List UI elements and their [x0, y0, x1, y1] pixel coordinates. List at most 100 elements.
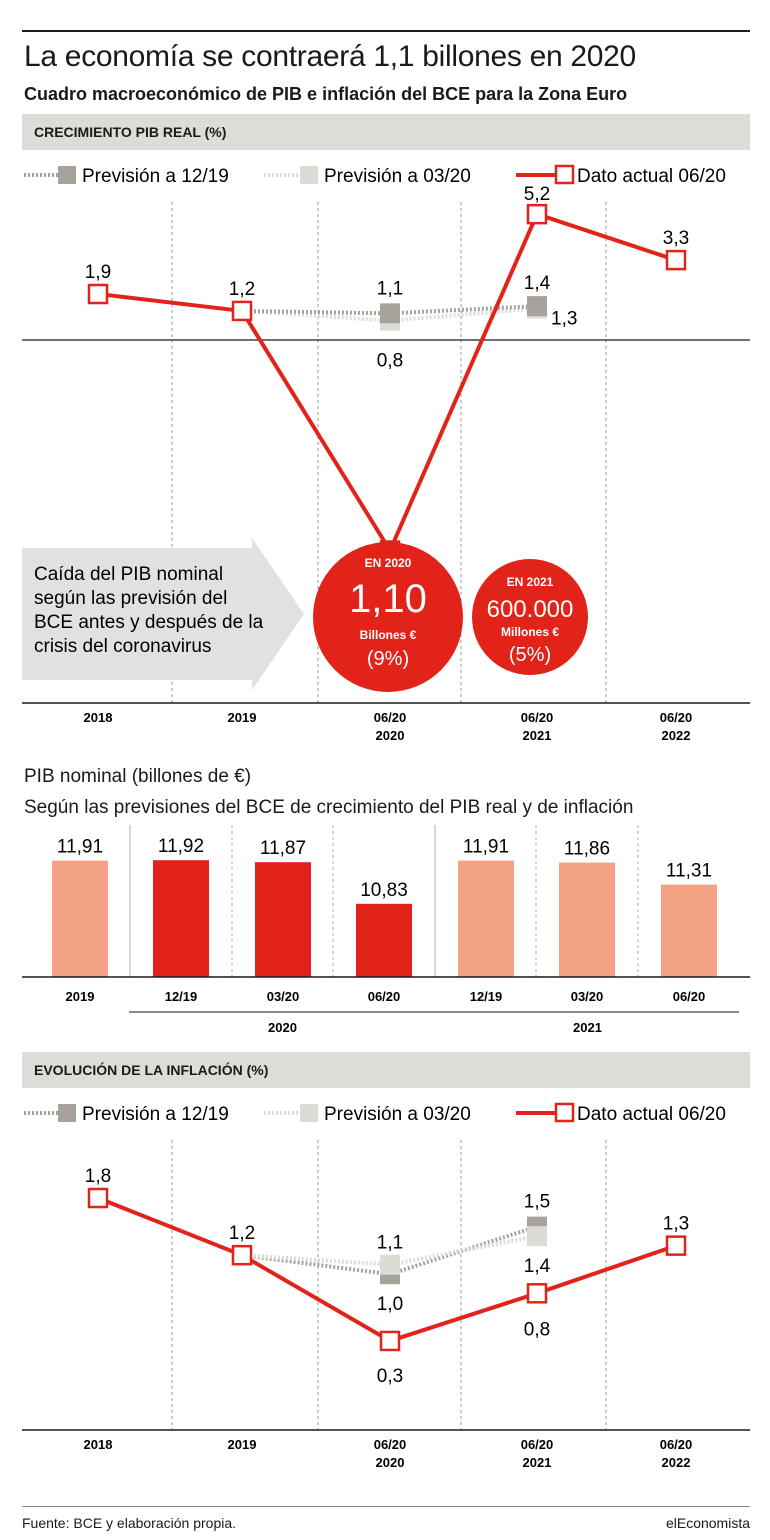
series-line-actual [97, 211, 677, 555]
data-label: 5,2 [524, 184, 550, 205]
x-tick-label-year: 2022 [662, 1455, 691, 1470]
series-marker-prev-12-19 [380, 303, 400, 324]
series-marker-actual [231, 1244, 253, 1266]
x-tick-label: 2018 [84, 1437, 113, 1452]
data-label: 1,4 [524, 1256, 551, 1277]
legend-label-prev-03-20: Previsión a 03/20 [324, 166, 471, 187]
bar-value-label: 11,87 [260, 838, 306, 859]
legend-marker-prev-03-20 [300, 1104, 318, 1122]
legend-marker-prev-03-20 [300, 166, 318, 184]
x-tick-label: 06/20 [660, 1437, 693, 1452]
gdp-section-title: CRECIMIENTO PIB REAL (%) [34, 124, 227, 140]
x-tick-label-year: 2022 [662, 728, 691, 743]
data-label: 1,9 [85, 262, 111, 283]
series-marker-actual [526, 203, 548, 225]
data-label: 1,0 [377, 1294, 403, 1315]
bar-category-label: 03/20 [571, 989, 604, 1004]
page-subtitle: Cuadro macroeconómico de PIB e inflación… [24, 84, 628, 104]
legend-marker-prev-12-19 [58, 166, 76, 184]
nominal-section-subtitle: Según las previsiones del BCE de crecimi… [24, 797, 634, 818]
x-tick-label: 06/20 [374, 710, 407, 725]
inflation-section-title: EVOLUCIÓN DE LA INFLACIÓN (%) [34, 1062, 269, 1078]
legend-label-prev-12-19: Previsión a 12/19 [82, 166, 229, 187]
circle-2020-unit: Billones € [360, 628, 417, 642]
x-tick-label-year: 2020 [376, 1455, 405, 1470]
series-marker-actual [379, 1330, 401, 1352]
callout-text-line: BCE antes y después de la [34, 612, 264, 633]
bar-category-label: 06/20 [673, 989, 706, 1004]
x-tick-label: 06/20 [374, 1437, 407, 1452]
legend-marker-actual [554, 164, 575, 185]
legend-label-prev-03-20: Previsión a 03/20 [324, 1104, 471, 1125]
data-label: 3,3 [663, 228, 689, 249]
callout-text-line: crisis del coronavirus [34, 636, 211, 657]
data-label: 1,1 [377, 1233, 403, 1254]
circle-2020-pct: (9%) [367, 648, 409, 670]
data-label: 0,3 [377, 1366, 403, 1387]
top-rule [22, 30, 750, 32]
inflation-chart: Previsión a 12/19 Previsión a 03/20 Dato a… [22, 1102, 750, 1470]
bar [153, 860, 209, 977]
bar [52, 860, 108, 977]
bar-value-label: 11,91 [57, 837, 103, 858]
callout-arrow [22, 538, 304, 690]
legend-label-actual: Dato actual 06/20 [577, 166, 726, 187]
x-tick-label: 06/20 [660, 710, 693, 725]
bar [255, 862, 311, 977]
legend-marker-prev-12-19 [58, 1104, 76, 1122]
bar-category-label: 12/19 [470, 989, 503, 1004]
bar [356, 903, 412, 977]
data-label: 1,5 [524, 1192, 550, 1213]
bar [559, 862, 615, 977]
data-label: 1,1 [377, 278, 403, 299]
bottom-rule [22, 1506, 750, 1507]
legend-label-prev-12-19: Previsión a 12/19 [82, 1104, 229, 1125]
data-label: 1,3 [663, 1214, 689, 1235]
group-label: 2020 [268, 1020, 297, 1035]
series-marker-actual [231, 300, 253, 322]
bar [458, 860, 514, 977]
x-tick-label: 2019 [228, 710, 257, 725]
series-marker-actual [665, 249, 687, 271]
inflation-section-band: EVOLUCIÓN DE LA INFLACIÓN (%) [22, 1052, 750, 1088]
bar-value-label: 11,91 [463, 837, 509, 858]
series-marker-prev-03-20 [380, 1254, 400, 1275]
bar-value-label: 10,83 [360, 880, 408, 901]
series-marker-actual [665, 1235, 687, 1256]
x-tick-label: 06/20 [521, 710, 554, 725]
bar-category-label: 2019 [66, 989, 95, 1004]
circle-2020-tag: EN 2020 [365, 556, 412, 570]
nominal-section-title: PIB nominal (billones de €) [24, 766, 252, 787]
data-label: 0,8 [377, 351, 403, 372]
circle-2021-unit: Millones € [501, 625, 559, 639]
series-marker-prev-03-20 [527, 1226, 547, 1247]
bar-value-label: 11,86 [564, 839, 610, 860]
data-label: 1,2 [229, 279, 255, 300]
data-label: 1,4 [524, 273, 551, 294]
callout-text-line: Caída del PIB nominal [34, 564, 223, 585]
x-tick-label-year: 2021 [523, 1455, 552, 1470]
circle-2021-pct: (5%) [509, 644, 551, 666]
bar-category-label: 03/20 [267, 989, 300, 1004]
circle-2021-tag: EN 2021 [507, 575, 554, 589]
x-tick-label: 2019 [228, 1437, 257, 1452]
data-label: 1,8 [85, 1166, 111, 1187]
nominal-gdp-chart: 11,91 11,92 11,87 10,83 11,91 11,86 11,31 2019 1… [22, 825, 750, 1035]
data-label: 1,3 [551, 309, 577, 330]
series-marker-actual [87, 1187, 109, 1209]
x-tick-label: 06/20 [521, 1437, 554, 1452]
legend-marker-actual [554, 1102, 575, 1123]
group-label: 2021 [573, 1020, 602, 1035]
bar-category-label: 06/20 [368, 989, 401, 1004]
x-tick-label-year: 2020 [376, 728, 405, 743]
gdp-growth-chart: Previsión a 12/19 Previsión a 03/20 Dato a… [22, 164, 750, 743]
page-title: La economía se contraerá 1,1 billones en… [24, 40, 636, 73]
series-marker-actual [87, 283, 109, 305]
legend-label-actual: Dato actual 06/20 [577, 1104, 726, 1125]
bar-category-label: 12/19 [165, 989, 198, 1004]
x-tick-label-year: 2021 [523, 728, 552, 743]
gdp-section-band: CRECIMIENTO PIB REAL (%) [22, 114, 750, 150]
callout-text-line: según las previsión del [34, 588, 227, 609]
series-marker-actual [526, 1283, 548, 1304]
series-marker-prev-12-19 [527, 296, 547, 317]
